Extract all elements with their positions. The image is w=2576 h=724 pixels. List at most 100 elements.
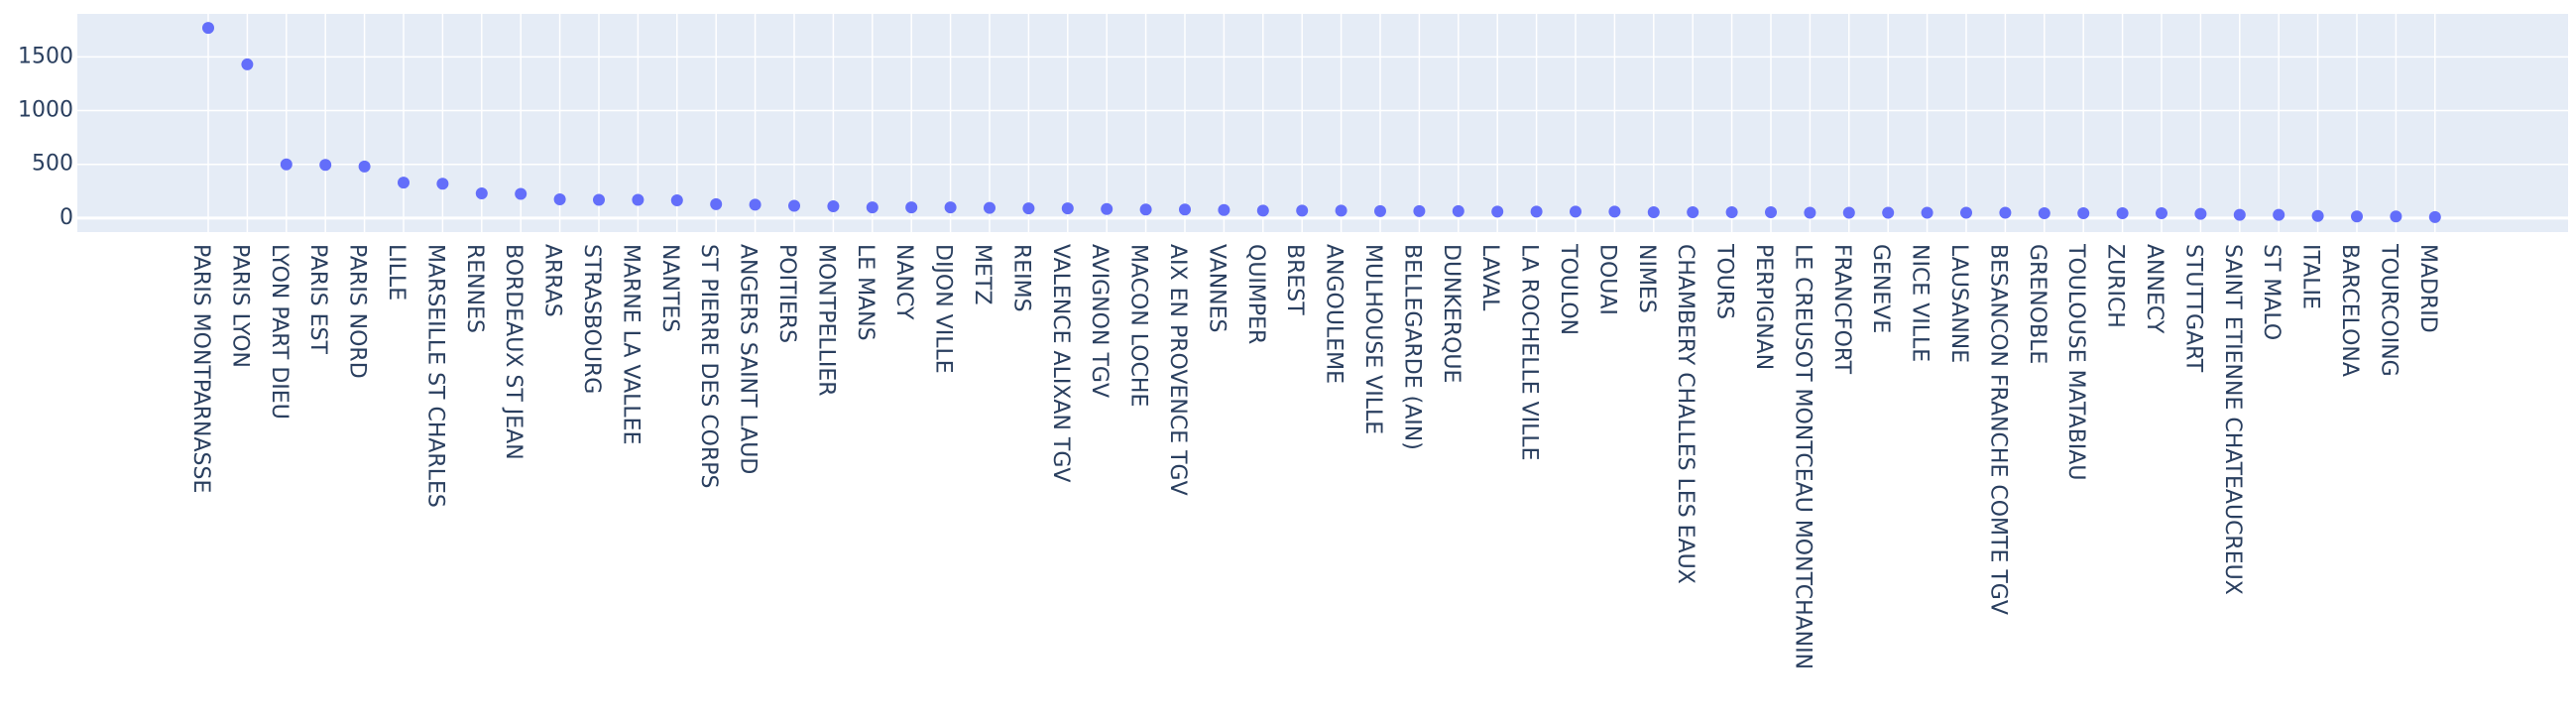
x-tick-label: LAUSANNE xyxy=(1946,244,1971,363)
x-tick-label: RENNES xyxy=(462,244,487,333)
x-tick-label: LE MANS xyxy=(853,244,878,341)
data-point xyxy=(2116,207,2129,220)
x-tick-label: TOULOUSE MATABIAU xyxy=(2063,243,2088,480)
data-point xyxy=(1061,202,1074,215)
data-point xyxy=(202,22,214,35)
data-point xyxy=(515,187,527,200)
x-tick-label: ST MALO xyxy=(2259,244,2283,340)
x-tick-label: BESANCON FRANCHE COMTE TGV xyxy=(1985,244,2010,615)
vertical-gridlines xyxy=(207,14,2436,232)
data-point xyxy=(2233,208,2246,221)
x-tick-label: NIMES xyxy=(1634,244,1659,313)
y-tick-label: 0 xyxy=(59,205,73,230)
data-point xyxy=(2428,210,2441,223)
data-point xyxy=(827,199,840,212)
x-tick-label: ARRAS xyxy=(540,244,565,317)
x-tick-label: BORDEAUX ST JEAN xyxy=(501,244,526,460)
x-tick-label: PARIS LYON xyxy=(227,244,252,368)
x-tick-label: AVIGNON TGV xyxy=(1087,244,1112,398)
data-point xyxy=(1921,206,1933,219)
x-tick-label: MADRID xyxy=(2415,244,2440,333)
y-tick-label: 500 xyxy=(32,152,73,177)
data-point xyxy=(1256,204,1269,217)
x-tick-label: LYON PART DIEU xyxy=(267,244,292,420)
data-point xyxy=(553,192,566,205)
data-point xyxy=(1687,205,1699,218)
data-point xyxy=(1530,205,1543,218)
x-tick-label: REIMS xyxy=(1008,244,1033,312)
x-axis-tick-labels: PARIS MONTPARNASSE PARIS LYON LYON PART DI… xyxy=(188,243,2440,669)
data-point xyxy=(1960,206,1972,219)
data-point xyxy=(398,177,410,189)
data-point xyxy=(1335,204,1347,217)
data-point xyxy=(1413,204,1426,217)
horizontal-gridlines xyxy=(77,56,2568,220)
x-tick-label: TOULON xyxy=(1556,243,1581,335)
data-point xyxy=(1570,205,1581,218)
data-point xyxy=(2351,210,2363,223)
x-tick-label: METZ xyxy=(970,244,995,304)
data-point xyxy=(241,58,254,70)
data-point xyxy=(1296,204,1309,217)
x-tick-label: GENEVE xyxy=(1868,244,1893,333)
y-tick-label: 1000 xyxy=(18,98,73,123)
data-point xyxy=(866,201,878,214)
data-point xyxy=(280,158,293,171)
data-point xyxy=(1374,204,1386,217)
x-tick-label: DUNKERQUE xyxy=(1439,244,1464,383)
x-tick-label: AIX EN PROVENCE TGV xyxy=(1165,244,1190,496)
data-point xyxy=(2194,207,2207,220)
x-tick-label: DIJON VILLE xyxy=(931,244,956,374)
data-point xyxy=(2077,207,2090,220)
data-point xyxy=(2038,207,2050,220)
x-tick-label: LE CREUSOT MONTCEAU MONTCHANIN xyxy=(1790,244,1815,669)
x-tick-label: NANCY xyxy=(891,244,916,320)
x-tick-label: ST PIERRE DES CORPS xyxy=(696,244,721,489)
data-point xyxy=(1647,205,1660,218)
data-point xyxy=(593,193,605,206)
x-tick-label: MULHOUSE VILLE xyxy=(1360,244,1385,434)
data-point xyxy=(1608,205,1621,218)
data-point xyxy=(1022,202,1035,215)
data-point xyxy=(1491,205,1504,218)
plot-background xyxy=(77,14,2568,232)
x-tick-label: MACON LOCHE xyxy=(1126,244,1151,407)
data-point xyxy=(670,194,683,207)
x-tick-label: LILLE xyxy=(384,244,409,301)
x-tick-label: STRASBOURG xyxy=(579,244,604,394)
x-tick-label: ZURICH xyxy=(2103,244,2128,328)
x-tick-label: PERPIGNAN xyxy=(1751,244,1776,370)
data-point xyxy=(475,186,488,199)
data-point xyxy=(749,198,761,211)
data-point xyxy=(2273,208,2285,221)
x-tick-label: LA ROCHELLE VILLE xyxy=(1517,244,1542,461)
x-tick-label: CHAMBERY CHALLES LES EAUX xyxy=(1673,244,1698,584)
x-tick-label: PARIS EST xyxy=(305,244,330,355)
data-point xyxy=(944,201,957,214)
x-tick-label: MARNE LA VALLEE xyxy=(618,244,643,444)
data-point xyxy=(1999,206,2012,219)
x-tick-label: ANGOULEME xyxy=(1322,244,1347,384)
x-tick-label: BARCELONA xyxy=(2337,244,2362,377)
data-point xyxy=(1765,205,1777,218)
x-tick-label: MONTPELLIER xyxy=(813,244,838,397)
data-point xyxy=(2156,207,2167,220)
data-point xyxy=(2311,209,2324,222)
y-axis-tick-labels: 0 500 1000 1500 xyxy=(18,44,73,230)
data-point xyxy=(1725,205,1738,218)
x-tick-label: BELLEGARDE (AIN) xyxy=(1399,244,1424,450)
x-tick-label: ANNECY xyxy=(2142,244,2166,334)
data-point xyxy=(1842,206,1855,219)
x-tick-label: NICE VILLE xyxy=(1908,244,1932,362)
x-tick-label: VANNES xyxy=(1204,244,1229,332)
data-point xyxy=(436,178,449,190)
x-tick-label: PARIS NORD xyxy=(345,244,370,379)
x-tick-label: LAVAL xyxy=(1477,244,1502,311)
data-point xyxy=(1882,206,1895,219)
data-point xyxy=(632,193,644,206)
x-tick-label: QUIMPER xyxy=(1243,244,1268,344)
x-tick-label: TOURCOING xyxy=(2376,243,2400,377)
data-point xyxy=(905,201,918,214)
x-tick-label: SAINT ETIENNE CHATEAUCREUX xyxy=(2220,244,2245,595)
